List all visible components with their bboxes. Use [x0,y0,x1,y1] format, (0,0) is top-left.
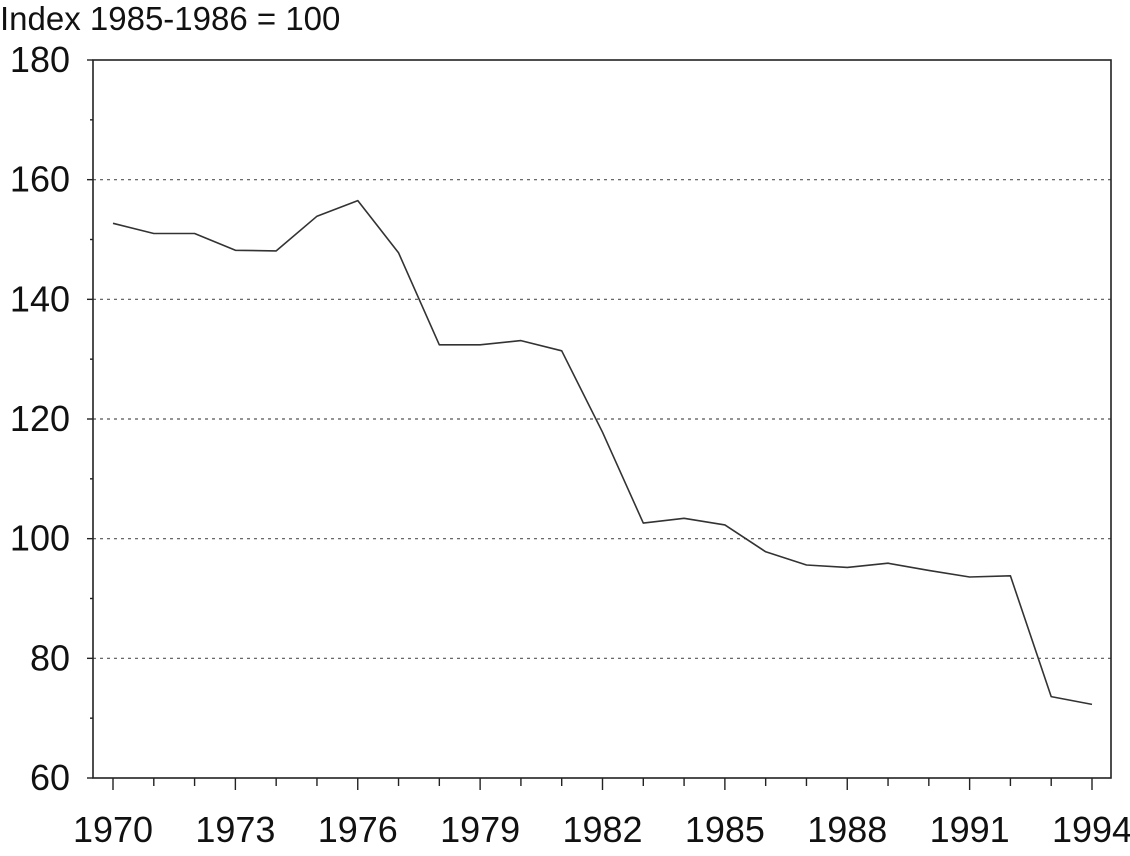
y-tick-label-120: 120 [10,398,70,439]
x-tick-label-1988: 1988 [807,809,887,850]
series-layer [112,199,1093,706]
y-tick-label-60: 60 [30,757,70,798]
x-tick-label-1979: 1979 [440,809,520,850]
tick-labels: 60 80 100 120 140 160 180 1970 1973 1976 1979 1982 1… [10,39,1130,850]
y-tick-label-180: 180 [10,39,70,80]
x-tick-label-1994: 1994 [1052,809,1130,850]
series-line-0 [112,199,1093,706]
x-tick-label-1976: 1976 [318,809,398,850]
x-tick-label-1991: 1991 [930,809,1010,850]
axes [92,59,1112,779]
x-tick-label-1970: 1970 [73,809,153,850]
plot-frame [92,59,1112,779]
y-tick-label-80: 80 [30,637,70,678]
gridlines [93,179,1111,659]
x-tick-label-1985: 1985 [685,809,765,850]
tick-marks [87,59,1093,790]
x-tick-label-1973: 1973 [195,809,275,850]
y-tick-label-100: 100 [10,518,70,559]
y-tick-label-140: 140 [10,278,70,319]
y-axis-title: Index 1985-1986 = 100 [0,0,340,37]
x-tick-label-1982: 1982 [562,809,642,850]
y-tick-label-160: 160 [10,159,70,200]
